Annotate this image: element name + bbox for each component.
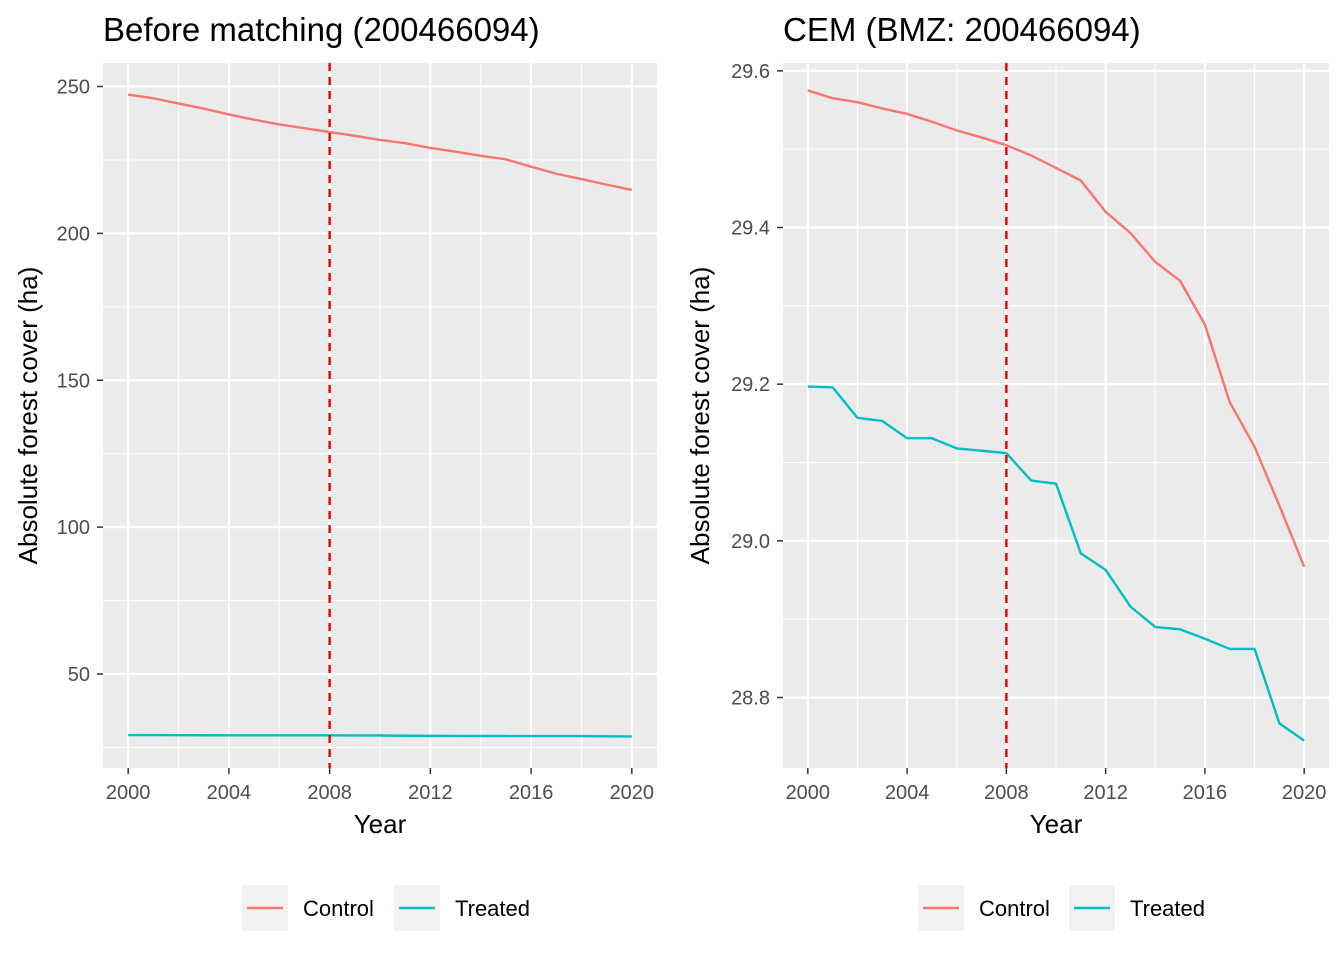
chart-title: CEM (BMZ: 200466094): [783, 11, 1141, 48]
series-line-control: [128, 93, 633, 192]
x-axis-title: Year: [354, 809, 407, 839]
legend-label-treated: Treated: [455, 896, 530, 921]
x-tick-label: 2020: [1282, 782, 1327, 804]
legend-label-control: Control: [979, 896, 1050, 921]
y-tick-label: 29.2: [731, 374, 770, 396]
x-tick-label: 2020: [610, 782, 655, 804]
chart-title: Before matching (200466094): [103, 11, 540, 48]
legend-label-control: Control: [303, 896, 374, 921]
chart-panel-before-matching: Before matching (200466094) 2000 2004 2008 2…: [13, 11, 657, 931]
x-axis-title: Year: [1030, 809, 1083, 839]
x-tick-label: 2008: [307, 782, 352, 804]
series-line-control: [807, 89, 1306, 568]
y-tick-label: 250: [57, 77, 90, 99]
chart-svg-cem: CEM (BMZ: 200466094) 2000 2004 2008 2012 2016…: [685, 11, 1329, 931]
y-axis-title: Absolute forest cover (ha): [685, 267, 715, 565]
x-tick-label: 2016: [509, 782, 554, 804]
x-tick-label: 2000: [786, 782, 831, 804]
x-tick-label: 2008: [984, 782, 1029, 804]
y-tick-label: 29.4: [731, 218, 770, 240]
y-tick-label: 200: [57, 223, 90, 245]
chart-svg-before-matching: Before matching (200466094) 2000 2004 2008 2…: [13, 11, 657, 931]
y-tick-label: 29.0: [731, 531, 770, 553]
y-tick-label: 150: [57, 370, 90, 392]
y-tick-label: 28.8: [731, 688, 770, 710]
x-tick-label: 2000: [106, 782, 151, 804]
x-tick-label: 2004: [885, 782, 930, 804]
series-line-treated: [128, 733, 632, 738]
legend-label-treated: Treated: [1130, 896, 1205, 921]
y-tick-label: 100: [57, 517, 90, 539]
x-tick-label: 2012: [408, 782, 453, 804]
y-tick-label: 50: [68, 664, 90, 686]
x-tick-label: 2016: [1183, 782, 1228, 804]
y-tick-label: 29.6: [731, 61, 770, 83]
x-tick-label: 2004: [207, 782, 252, 804]
series-line-treated: [807, 385, 1305, 742]
y-axis-title: Absolute forest cover (ha): [13, 267, 43, 565]
x-tick-label: 2012: [1083, 782, 1128, 804]
chart-panel-cem: CEM (BMZ: 200466094) 2000 2004 2008 2012 2016…: [672, 0, 1344, 960]
